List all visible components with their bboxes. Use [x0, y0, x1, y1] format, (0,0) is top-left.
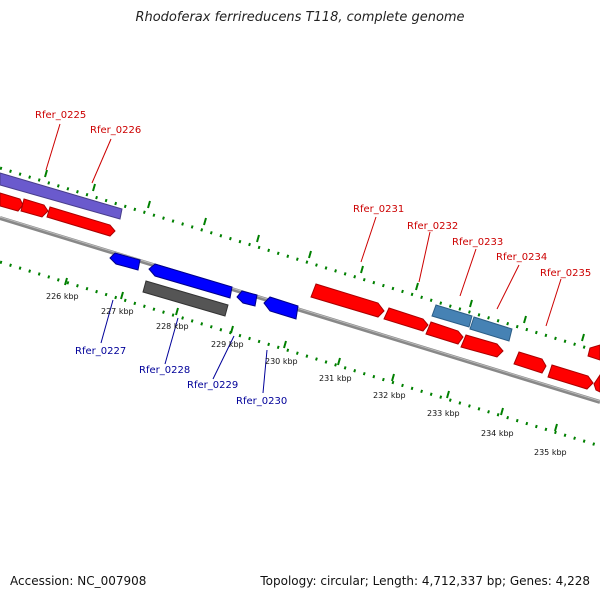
gene-red-edge[interactable] — [593, 374, 600, 393]
scale-label-229: 229 kbp — [211, 340, 244, 349]
gene-rfer-0234-rna[interactable] — [469, 316, 513, 342]
gene-rfer-0231[interactable] — [310, 283, 385, 318]
gene-rfer-0226-purple[interactable] — [0, 172, 123, 220]
scale-label-232: 232 kbp — [373, 391, 406, 400]
label-rfer-0226[interactable]: Rfer_0226 — [90, 125, 141, 136]
label-rfer-0228[interactable]: Rfer_0228 — [139, 365, 190, 376]
map-title: Rhodoferax ferrireducens T118, complete … — [135, 10, 465, 25]
label-rfer-0234[interactable]: Rfer_0234 — [496, 252, 547, 263]
gene-red-a[interactable] — [0, 192, 24, 212]
gene-red-c[interactable] — [46, 206, 116, 237]
forward-major-ticks — [44, 169, 585, 342]
forward-leader-lines — [45, 123, 562, 327]
gene-rfer-0230[interactable] — [263, 296, 299, 320]
genome-backbone — [0, 216, 600, 404]
label-rfer-0235[interactable]: Rfer_0235 — [540, 268, 591, 279]
scale-label-231: 231 kbp — [319, 374, 352, 383]
gene-rfer-0235-a[interactable] — [513, 351, 547, 374]
accession-text: Accession: NC_007908 — [10, 574, 147, 588]
gene-red-edge-2[interactable] — [587, 344, 600, 361]
gene-rfer-0228-gray[interactable] — [142, 280, 229, 317]
gene-rfer-0228[interactable] — [148, 263, 233, 299]
scale-label-228: 228 kbp — [156, 322, 189, 331]
scale-label-226: 226 kbp — [46, 292, 79, 301]
label-rfer-0227[interactable]: Rfer_0227 — [75, 346, 126, 357]
label-rfer-0229[interactable]: Rfer_0229 — [187, 380, 238, 391]
gene-rfer-0229[interactable] — [236, 290, 258, 307]
label-rfer-0231[interactable]: Rfer_0231 — [353, 204, 404, 215]
genome-backbone-highlight — [0, 216, 600, 402]
gene-rfer-0232[interactable] — [383, 307, 429, 332]
scale-major-ticks — [64, 277, 558, 432]
label-rfer-0233[interactable]: Rfer_0233 — [452, 237, 503, 248]
scale-label-234: 234 kbp — [481, 429, 514, 438]
topology-text: Topology: circular; Length: 4,712,337 bp… — [260, 574, 590, 588]
label-rfer-0232[interactable]: Rfer_0232 — [407, 221, 458, 232]
reverse-leader-lines — [100, 299, 268, 394]
gene-rfer-0235-b[interactable] — [547, 364, 594, 390]
gene-rfer-0233-rna[interactable] — [431, 304, 473, 328]
gene-rfer-0227[interactable] — [109, 252, 141, 271]
gene-red-b[interactable] — [20, 198, 49, 218]
gene-rfer-0233[interactable] — [425, 321, 464, 345]
label-rfer-0230[interactable]: Rfer_0230 — [236, 396, 287, 407]
scale-label-235: 235 kbp — [534, 448, 567, 457]
label-rfer-0225[interactable]: Rfer_0225 — [35, 110, 86, 121]
scale-label-230: 230 kbp — [265, 357, 298, 366]
scale-label-233: 233 kbp — [427, 409, 460, 418]
gene-rfer-0234[interactable] — [460, 334, 504, 358]
scale-label-227: 227 kbp — [101, 307, 134, 316]
